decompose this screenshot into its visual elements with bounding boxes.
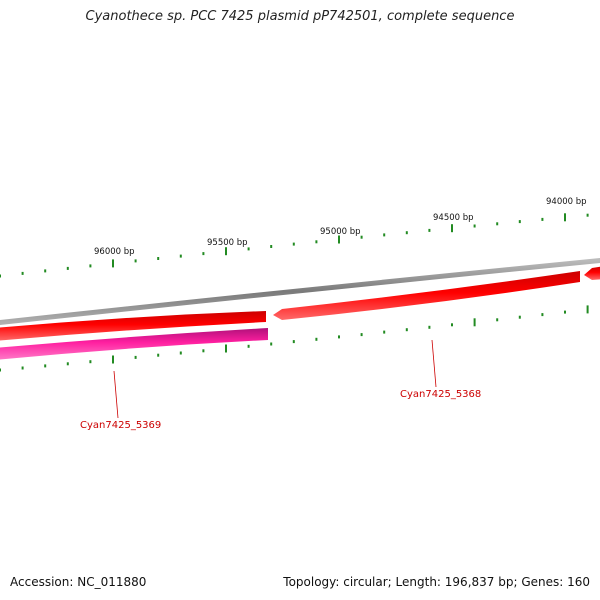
tick-label-95000: 95000 bp [320, 227, 361, 237]
tick-label-96000: 96000 bp [94, 247, 135, 257]
tick-label-94000: 94000 bp [546, 197, 587, 207]
inner-tick-marks [0, 305, 589, 372]
plasmid-backbone [0, 257, 600, 325]
gene-label-5368[interactable]: Cyan7425_5368 [400, 389, 481, 400]
gene-arrow-cyan7425-5369[interactable] [0, 328, 268, 360]
gene-label-5369[interactable]: Cyan7425_5369 [80, 420, 161, 431]
tick-label-95500: 95500 bp [207, 238, 248, 248]
gene-arrow-cyan7425-5368[interactable] [273, 271, 580, 320]
map-title: Cyanothece sp. PCC 7425 plasmid pP742501… [85, 9, 515, 24]
summary-text: Topology: circular; Length: 196,837 bp; … [283, 575, 590, 589]
tick-label-94500: 94500 bp [433, 213, 474, 223]
leader-line-5369 [113, 370, 119, 419]
leader-line-5368 [431, 339, 437, 388]
outer-tick-marks [0, 213, 589, 278]
gene-arrow-left-red[interactable] [0, 311, 266, 341]
gene-arrow-next[interactable] [584, 266, 600, 280]
accession-text: Accession: NC_011880 [10, 575, 147, 589]
